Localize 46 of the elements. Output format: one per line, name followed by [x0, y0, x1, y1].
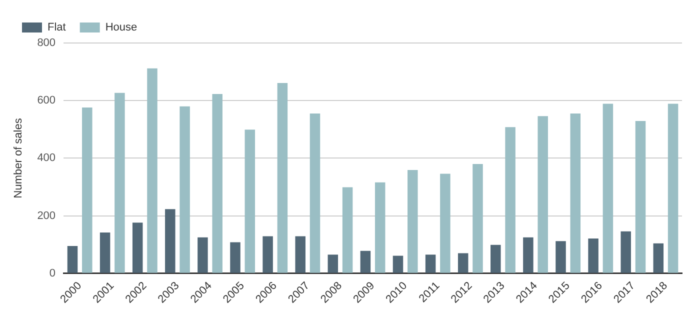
bar: [147, 68, 158, 273]
bar: [425, 254, 436, 273]
bar: [100, 232, 110, 273]
bar: [472, 164, 483, 273]
y-tick-label: 400: [37, 152, 56, 164]
bar: [244, 130, 256, 273]
bar: [82, 108, 92, 273]
bar: [310, 114, 320, 273]
bar: [602, 104, 614, 273]
y-tick-label: 0: [49, 267, 56, 280]
legend-label: Flat: [48, 22, 66, 34]
bar: [328, 254, 338, 273]
bar: [198, 237, 208, 273]
bar: [295, 236, 306, 273]
bar: [262, 236, 273, 273]
bar: [458, 253, 468, 273]
bar: [374, 182, 386, 273]
bar: [653, 243, 664, 273]
bar: [230, 242, 240, 273]
legend-label: House: [105, 22, 138, 34]
bar: [342, 187, 353, 273]
y-tick-label: 200: [37, 210, 56, 222]
bar: [212, 94, 222, 273]
bar: [408, 170, 418, 273]
bar: [132, 222, 143, 273]
bar: [556, 241, 566, 273]
bar: [588, 238, 598, 273]
bar: [392, 256, 404, 273]
bar: [538, 116, 548, 273]
bar: [668, 104, 678, 273]
bar: [165, 209, 176, 273]
y-tick-label: 600: [37, 94, 56, 107]
bar: [114, 92, 125, 273]
bar: [440, 174, 450, 273]
bar: [67, 246, 78, 273]
bar: [523, 237, 534, 273]
y-axis-title: Number of sales: [12, 118, 25, 198]
bar: [635, 121, 646, 273]
bar: [490, 244, 501, 273]
bar: [277, 83, 288, 273]
bar: [570, 114, 581, 273]
bar: [620, 231, 631, 273]
y-tick-label: 800: [37, 37, 56, 50]
bar: [180, 106, 190, 273]
bar: [360, 250, 371, 273]
bar: [505, 127, 516, 273]
